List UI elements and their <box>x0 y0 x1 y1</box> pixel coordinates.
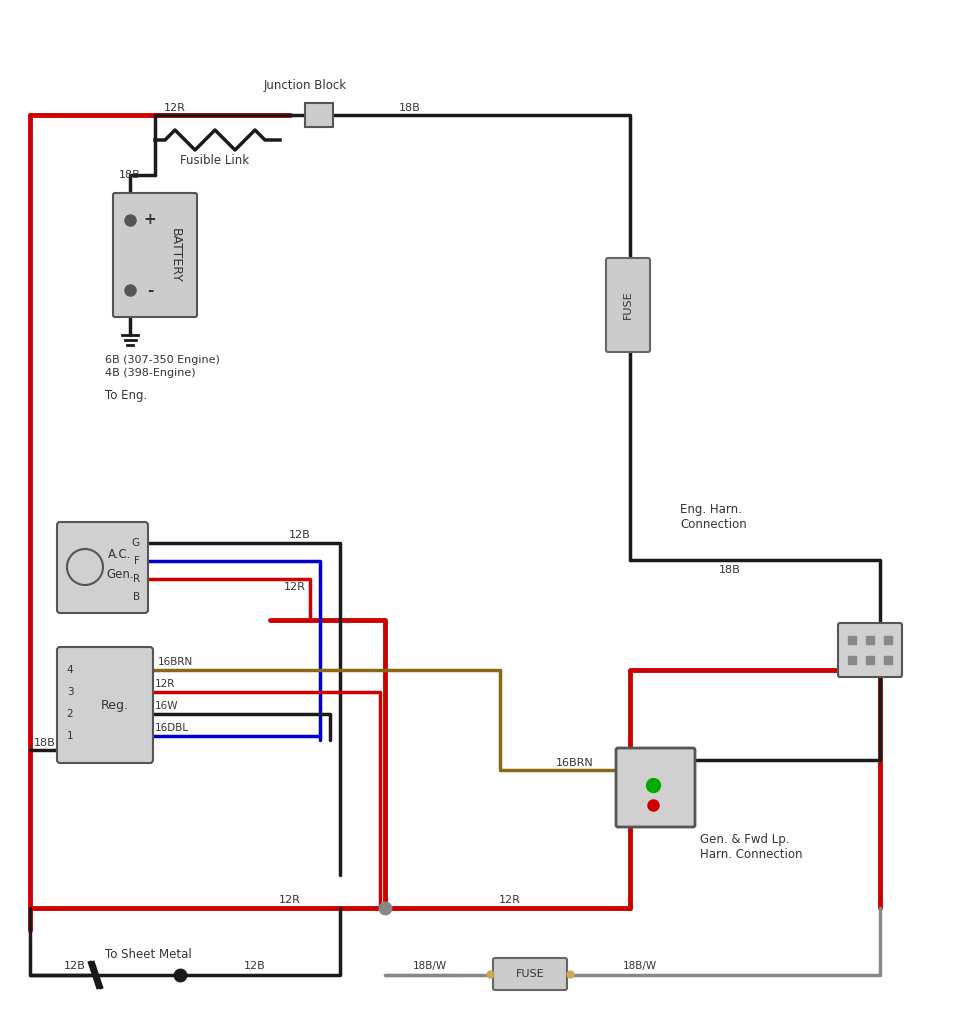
Text: 12B: 12B <box>290 530 311 540</box>
Text: -: - <box>147 282 153 298</box>
Text: 6B (307-350 Engine): 6B (307-350 Engine) <box>105 355 220 365</box>
Text: 1: 1 <box>67 731 73 741</box>
Text: Gen. & Fwd Lp.: Gen. & Fwd Lp. <box>700 834 789 846</box>
FancyBboxPatch shape <box>606 258 650 352</box>
Text: FUSE: FUSE <box>623 291 633 319</box>
Text: FUSE: FUSE <box>515 969 544 979</box>
Text: 18B: 18B <box>119 170 141 180</box>
Text: 16BRN: 16BRN <box>158 657 193 667</box>
Text: 16DBL: 16DBL <box>155 723 189 733</box>
Text: 12R: 12R <box>155 679 176 690</box>
Text: 12B: 12B <box>64 961 86 971</box>
FancyBboxPatch shape <box>493 958 567 990</box>
Text: 16BRN: 16BRN <box>556 758 593 768</box>
Text: Fusible Link: Fusible Link <box>180 153 250 167</box>
FancyBboxPatch shape <box>616 748 695 827</box>
Text: Connection: Connection <box>680 519 747 532</box>
Text: 4: 4 <box>67 665 73 675</box>
Text: G: G <box>132 538 140 548</box>
Text: 12R: 12R <box>279 895 301 905</box>
Text: 12R: 12R <box>164 103 186 113</box>
Text: 2: 2 <box>67 709 73 719</box>
Text: 4B (398-Engine): 4B (398-Engine) <box>105 368 196 379</box>
Bar <box>305 103 333 127</box>
Text: 18B: 18B <box>400 103 421 113</box>
Text: Eng. Harn.: Eng. Harn. <box>680 503 742 517</box>
Text: 12B: 12B <box>244 961 266 971</box>
Text: 18B: 18B <box>719 565 741 575</box>
Text: To Sheet Metal: To Sheet Metal <box>105 948 192 962</box>
Text: R: R <box>133 574 140 584</box>
FancyBboxPatch shape <box>57 522 148 613</box>
Text: 18B: 18B <box>34 738 56 748</box>
Text: To Eng.: To Eng. <box>105 389 148 401</box>
Text: B: B <box>133 592 140 602</box>
FancyBboxPatch shape <box>838 623 902 677</box>
Text: Junction Block: Junction Block <box>263 79 346 91</box>
Text: Gen.: Gen. <box>106 569 134 581</box>
Text: +: + <box>144 213 156 227</box>
Text: Reg.: Reg. <box>101 699 129 712</box>
Text: 12R: 12R <box>284 582 306 592</box>
FancyBboxPatch shape <box>113 193 197 317</box>
Text: 18B/W: 18B/W <box>413 961 447 971</box>
FancyBboxPatch shape <box>57 647 153 763</box>
Text: F: F <box>134 555 140 566</box>
Text: 16W: 16W <box>155 701 179 711</box>
Text: 18B/W: 18B/W <box>623 961 657 971</box>
Text: A.C.: A.C. <box>108 548 132 562</box>
Text: BATTERY: BATTERY <box>169 227 181 282</box>
Text: Harn. Connection: Harn. Connection <box>700 848 803 861</box>
Text: 12R: 12R <box>499 895 521 905</box>
Text: 3: 3 <box>67 687 73 697</box>
